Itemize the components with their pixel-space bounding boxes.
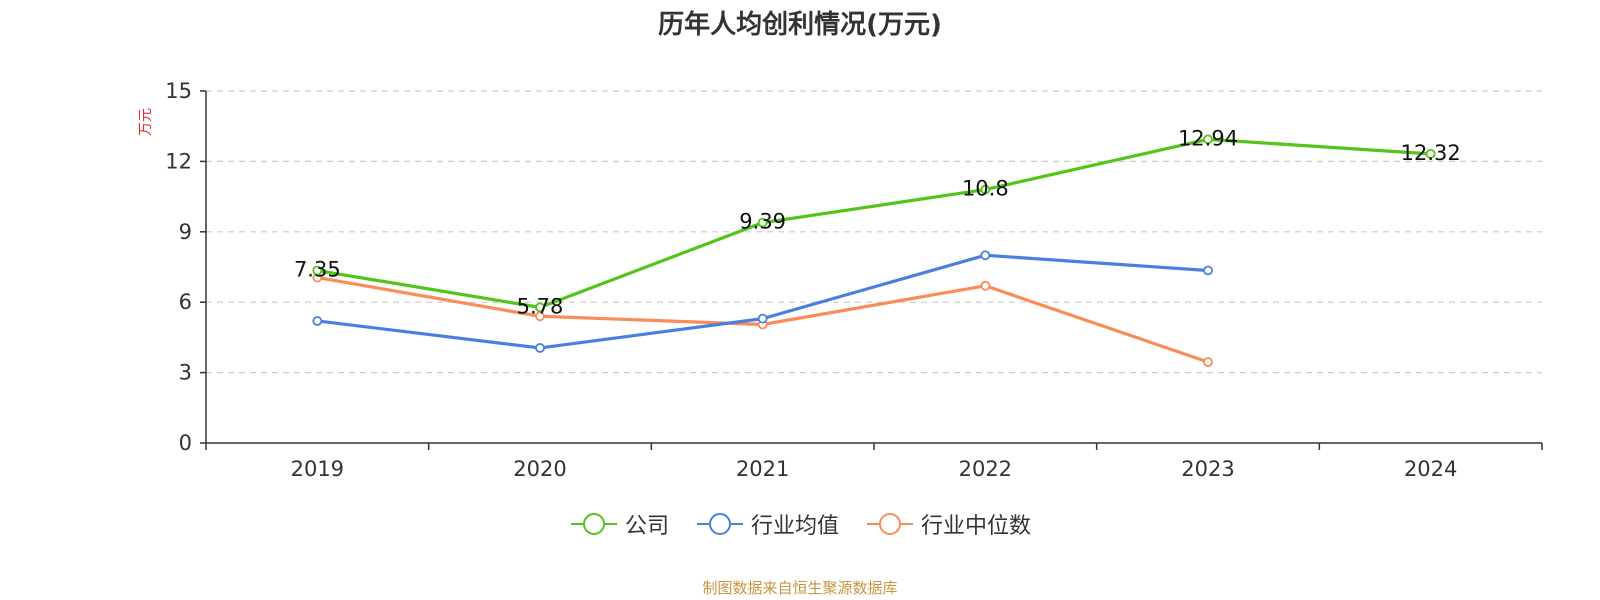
data-label: 12.94	[1178, 126, 1238, 150]
data-point[interactable]	[535, 302, 545, 313]
data-label: 12.32	[1401, 141, 1461, 165]
x-tick-label: 2024	[1404, 457, 1457, 481]
data-point[interactable]	[980, 280, 991, 291]
legend-marker-icon	[696, 513, 743, 535]
data-label: 5.78	[517, 294, 564, 318]
legend-marker-icon	[570, 513, 617, 535]
data-point[interactable]	[535, 311, 545, 322]
grid-lines	[206, 90, 1542, 374]
data-label: 10.8	[962, 177, 1009, 201]
y-tick-label: 9	[179, 220, 192, 244]
legend-label: 公司	[624, 514, 669, 539]
chart-title: 历年人均创利情况(万元)	[658, 10, 942, 40]
data-point[interactable]	[980, 184, 991, 195]
y-tick-label: 0	[179, 431, 192, 455]
x-tick-label: 2020	[513, 457, 566, 481]
data-point[interactable]	[312, 265, 323, 276]
x-tick-label: 2021	[736, 457, 789, 481]
y-tick-label: 12	[165, 149, 192, 173]
data-point[interactable]	[1203, 357, 1213, 367]
x-tick-label: 2023	[1181, 457, 1234, 481]
data-label: 9.39	[739, 210, 786, 234]
data-point[interactable]	[312, 316, 323, 326]
axes: 0 3 6 9 12 15 2019 2020 2021 2022 2023 2024	[165, 79, 1543, 481]
data-point[interactable]	[757, 217, 768, 228]
data-label: 7.35	[294, 258, 341, 282]
legend-item-company[interactable]: 公司	[569, 508, 669, 540]
legend-item-industry-mean[interactable]: 行业均值	[695, 508, 839, 540]
data-labels: 7.35 5.78 9.39 10.8 12.94 12.32	[294, 126, 1461, 318]
data-point[interactable]	[1425, 148, 1436, 159]
data-point[interactable]	[1203, 265, 1213, 276]
legend-item-industry-median[interactable]: 行业中位数	[865, 508, 1031, 540]
y-tick-label: 6	[179, 290, 192, 314]
y-tick-label: 15	[165, 79, 192, 103]
data-point[interactable]	[1203, 134, 1213, 145]
series-line	[317, 137, 1431, 309]
legend-label: 行业均值	[750, 514, 839, 539]
data-point[interactable]	[535, 343, 545, 353]
x-tick-label: 2022	[959, 457, 1012, 481]
y-axis-label: 万元	[138, 108, 154, 136]
legend-label: 行业中位数	[921, 514, 1032, 539]
data-point[interactable]	[757, 313, 768, 324]
legend-marker-icon	[867, 513, 913, 535]
x-tick-label: 2019	[291, 457, 344, 481]
y-tick-label: 3	[179, 361, 192, 385]
source-note: 制图数据来自恒生聚源数据库	[702, 579, 898, 597]
series	[312, 134, 1436, 367]
legend: 公司 行业均值 行业中位数	[0, 508, 1600, 540]
data-point[interactable]	[980, 250, 991, 261]
